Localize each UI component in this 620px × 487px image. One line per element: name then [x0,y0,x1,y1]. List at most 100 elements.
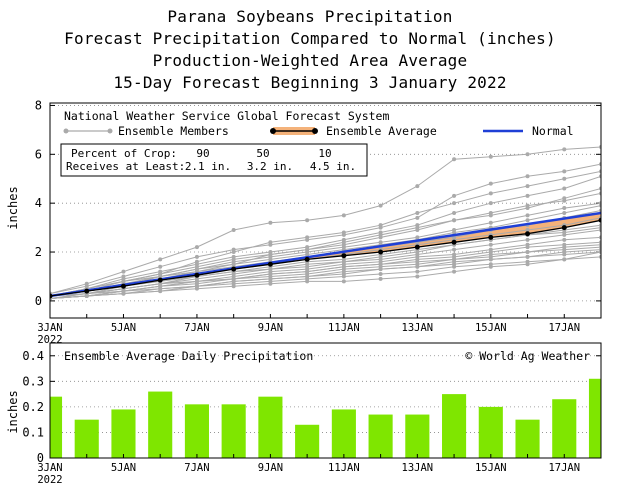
top-x-tick-label: 7JAN [184,322,209,334]
chart-subtitle-period: 15-Day Forecast Beginning 3 January 2022 [113,73,507,92]
ensemble-average-line [50,219,601,297]
ensemble-member-point [194,279,199,284]
percent-crop-row1-value: 90 [196,147,209,160]
ensemble-member-point [525,152,530,157]
top-x-tick-label: 17JAN [548,322,580,334]
percent-crop-row1-label: Percent of Crop: [71,147,177,160]
daily-precip-bar [368,414,393,458]
bottom-y-tick-label: 0.3 [22,374,44,388]
daily-precip-bar [552,399,577,458]
daily-precip-bar [295,424,320,458]
percent-crop-row1-value: 50 [256,147,269,160]
ensemble-member-point [488,257,493,262]
copyright-note: © World Ag Weather [465,349,590,363]
legend-normal: Normal [483,124,574,138]
ensemble-average-point [341,253,347,259]
legend-average: Ensemble Average [270,124,437,138]
ensemble-member-point [488,191,493,196]
ensemble-average-point [561,225,567,231]
ensemble-member-line [50,175,601,297]
ensemble-member-point [341,230,346,235]
ensemble-average-point [120,283,126,289]
legend-members-label: Ensemble Members [118,124,229,138]
bottom-y-tick-label: 0 [37,451,44,465]
legend-normal-label: Normal [532,124,574,138]
ensemble-member-point [268,281,273,286]
top-y-tick-label: 0 [35,294,42,308]
ensemble-average-point [304,256,310,262]
ensemble-member-point [562,250,567,255]
ensemble-member-point [194,245,199,250]
percent-crop-table-box [60,143,368,177]
ensemble-member-line [50,170,601,297]
ensemble-member-line [50,227,601,299]
ensemble-member-point [562,230,567,235]
daily-precip-bar [588,378,601,458]
ensemble-member-line [50,249,601,299]
ensemble-average-point [84,288,90,294]
daily-precip-bar [515,419,540,458]
top-plot-frame [49,102,602,319]
ensemble-member-point [415,225,420,230]
ensemble-member-point [305,274,310,279]
ensemble-member-point [525,250,530,255]
percent-crop-row2-value: 3.2 in. [247,160,293,173]
ensemble-average-point [598,217,601,223]
ensemble-member-point [562,210,567,215]
ensemble-member-point [305,279,310,284]
ensemble-member-point [158,274,163,279]
ensemble-member-point [268,240,273,245]
top-y-axis-label: inches [6,186,20,229]
top-x-tick-label: 15JAN [475,322,507,334]
ensemble-member-point [121,279,126,284]
daily-precip-bar [148,391,173,458]
ensemble-member-point [341,279,346,284]
daily-precip-bar [405,414,430,458]
top-x-tick-label: 13JAN [402,322,434,334]
chart-title: Parana Soybeans Precipitation [167,7,453,26]
ensemble-member-point [268,267,273,272]
top-y-tick-label: 2 [35,245,42,259]
ensemble-member-point [231,250,236,255]
ensemble-average-point [451,239,457,245]
ensemble-member-point [231,262,236,267]
percent-crop-row2-value: 2.1 in. [185,160,231,173]
ensemble-member-line [50,251,601,299]
ensemble-member-point [378,262,383,267]
ensemble-member-point [194,254,199,259]
ensemble-member-point [305,218,310,223]
ensemble-member-point [378,276,383,281]
ensemble-member-point [452,201,457,206]
ensemble-member-point [562,245,567,250]
ensemble-member-point [452,157,457,162]
ensemble-member-point [194,259,199,264]
ensemble-member-point [231,228,236,233]
ensemble-member-point [268,276,273,281]
percent-crop-row1-value: 10 [318,147,331,160]
legend-average-label: Ensemble Average [326,124,437,138]
ensemble-member-point [562,237,567,242]
ensemble-member-point [525,184,530,189]
bottom-x-tick-label: 13JAN [402,462,434,474]
daily-precip-bar [442,394,467,458]
bottom-x-tick-label: 9JAN [258,462,283,474]
ensemble-member-point [452,218,457,223]
bottom-y-tick-label: 0.2 [22,400,44,414]
ensemble-member-point [378,267,383,272]
ensemble-member-point [452,193,457,198]
ensemble-member-point [525,254,530,259]
ensemble-member-point [194,284,199,289]
ensemble-member-point [525,213,530,218]
ensemble-member-point [452,247,457,252]
ensemble-member-point [341,213,346,218]
ensemble-member-point [121,291,126,296]
daily-precip-bar [50,396,63,458]
percent-crop-row2-value: 4.5 in. [310,160,356,173]
ensemble-average-point [231,266,237,272]
ensemble-member-point [562,257,567,262]
ensemble-member-point [341,259,346,264]
ensemble-member-line [50,146,601,295]
gfs-title: National Weather Service Global Forecast… [64,109,389,123]
